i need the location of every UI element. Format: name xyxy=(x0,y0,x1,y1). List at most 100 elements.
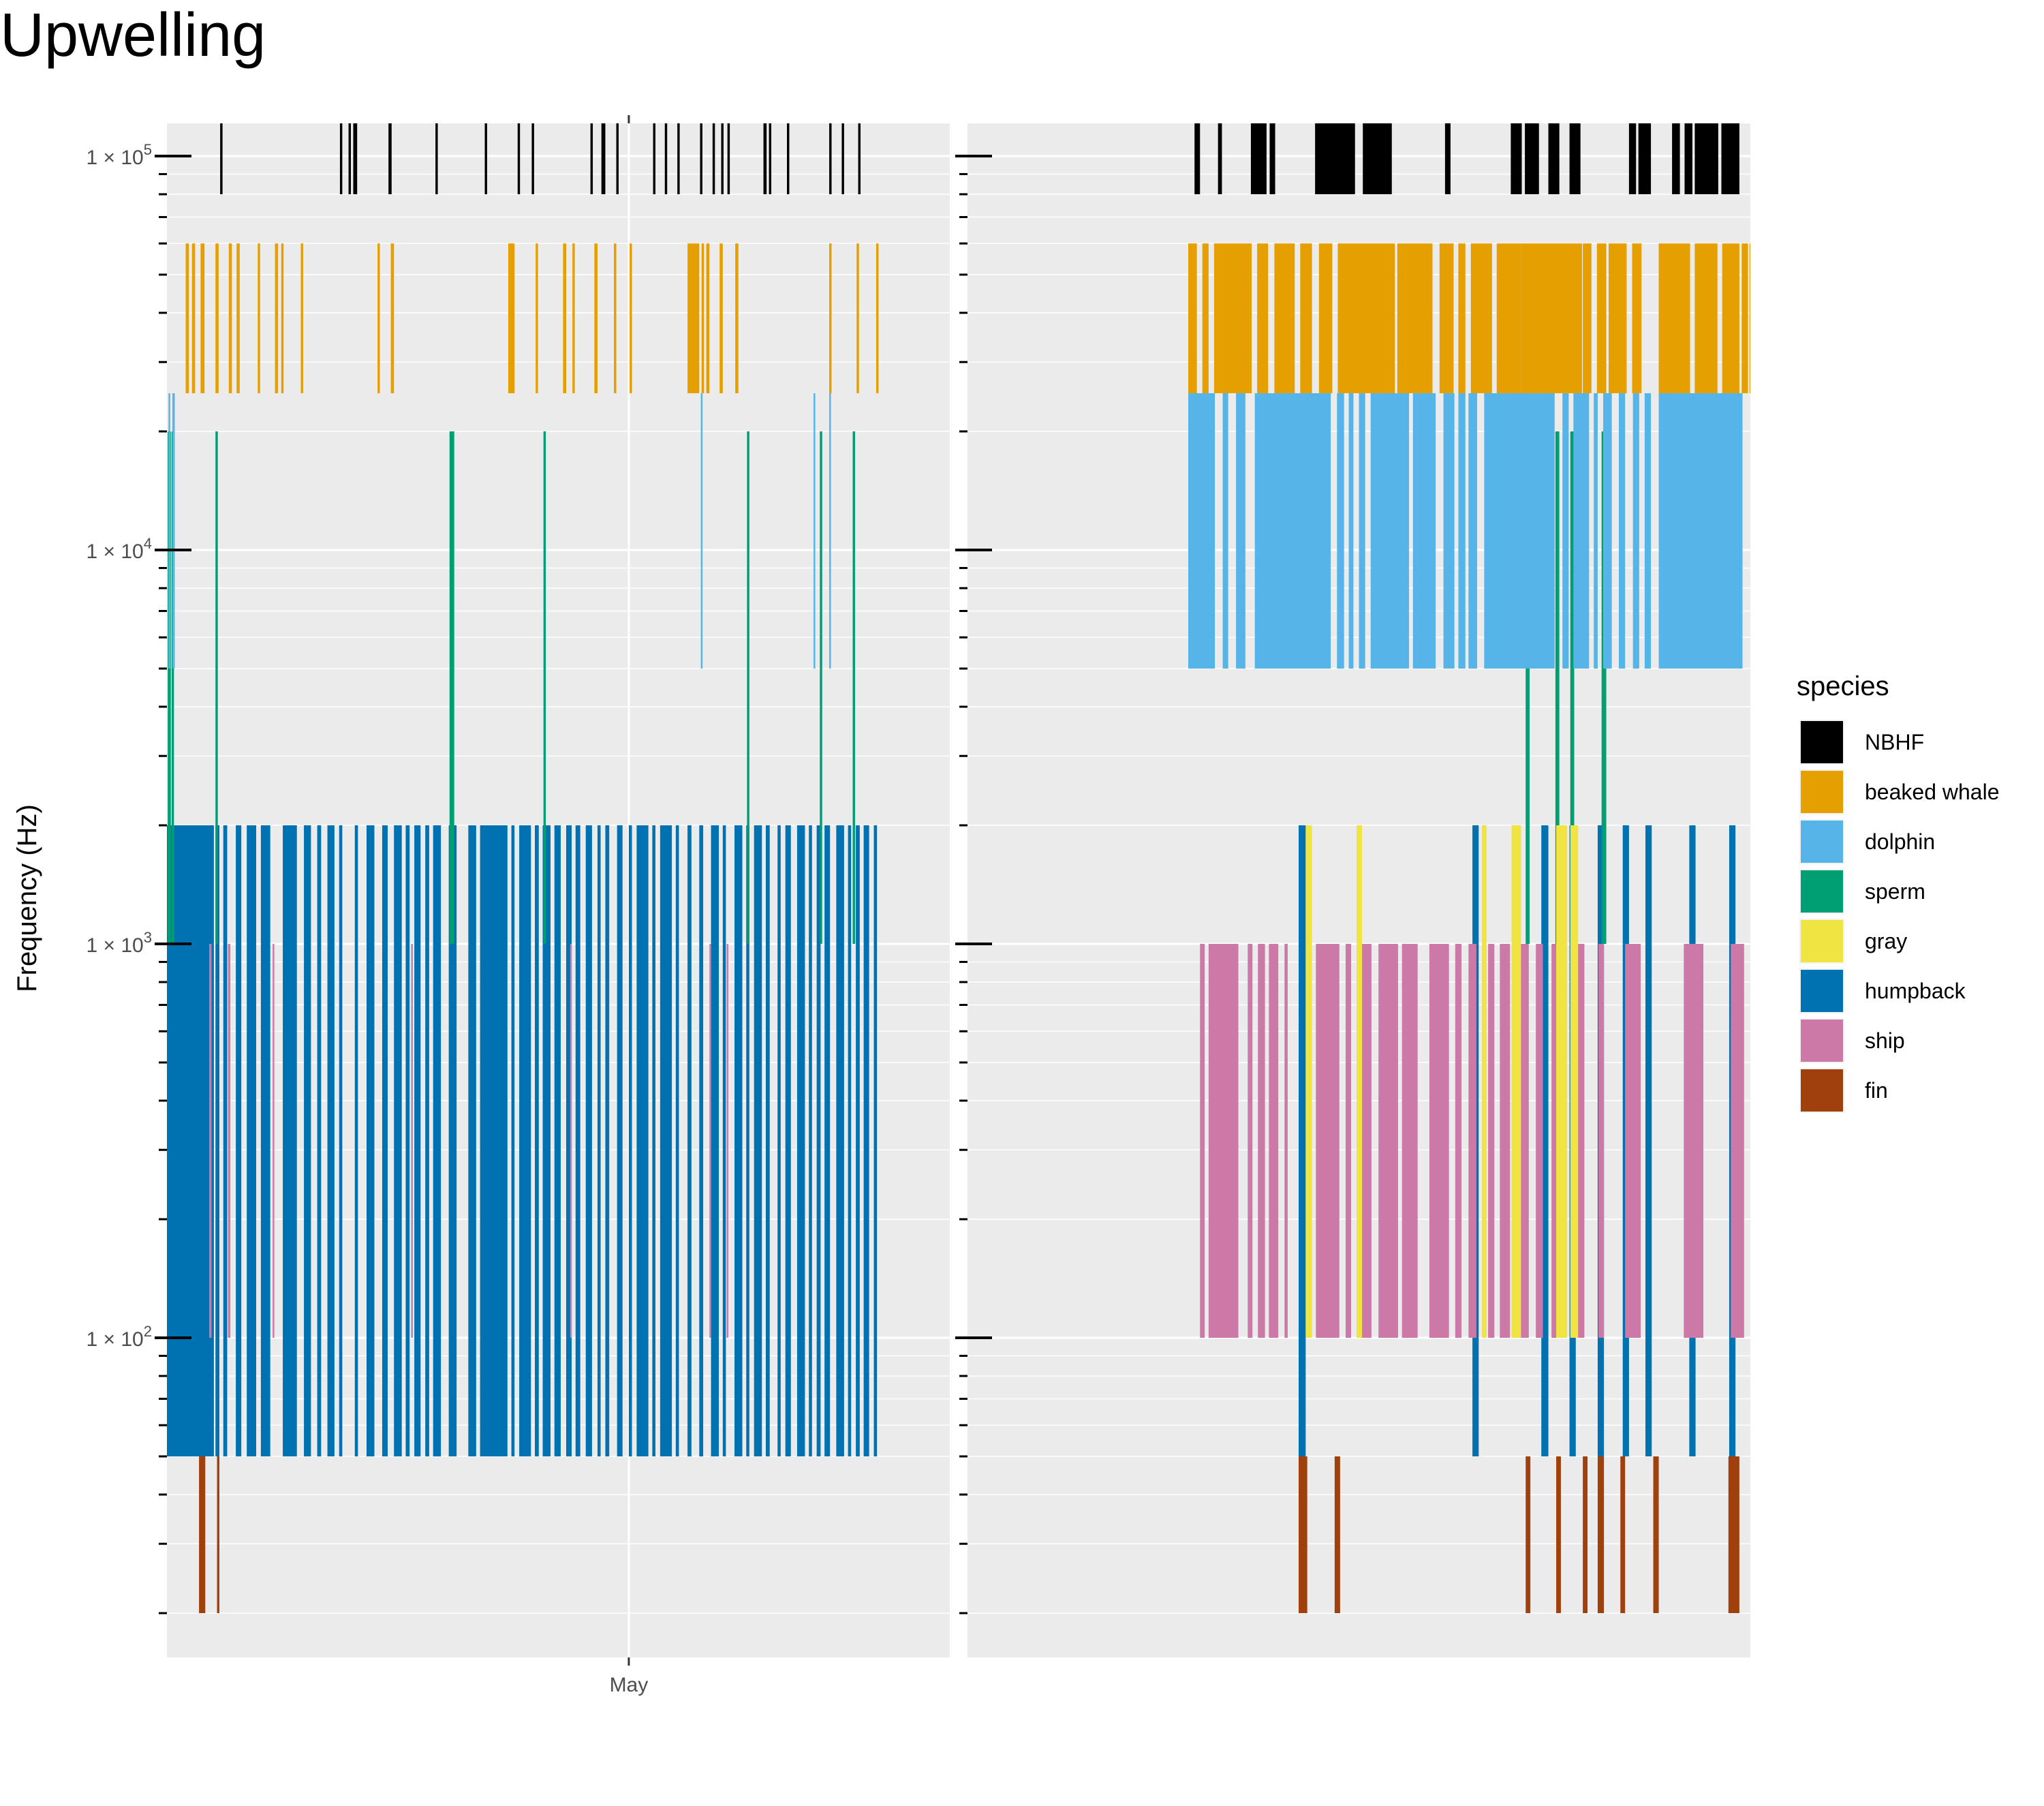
humpback-bar xyxy=(777,825,781,1456)
humpback-bar xyxy=(796,825,805,1456)
humpback-bar xyxy=(856,825,860,1456)
humpback-bar xyxy=(809,825,812,1456)
nbhf-bar xyxy=(727,123,730,195)
ship-bar xyxy=(1361,944,1372,1338)
beaked-whale-bar xyxy=(1397,243,1433,393)
humpback-bar xyxy=(873,825,878,1456)
gray-bar xyxy=(1481,825,1487,1338)
beaked-whale-bar xyxy=(390,243,394,393)
beaked-whale-bar xyxy=(1741,243,1748,393)
ship-bar xyxy=(1500,944,1511,1338)
ship-bar xyxy=(1598,944,1605,1338)
beaked-whale-bar xyxy=(1749,243,1750,393)
ship-bar xyxy=(1345,944,1352,1338)
humpback-bar xyxy=(734,825,743,1456)
beaked-whale-bar xyxy=(630,243,632,393)
nbhf-bar xyxy=(1628,123,1637,195)
fin-bar xyxy=(1556,1456,1561,1614)
dolphin-bar xyxy=(1359,393,1365,669)
fin-bar xyxy=(1653,1456,1659,1614)
beaked-whale-bar xyxy=(1632,243,1642,393)
ship-bar xyxy=(1284,944,1288,1338)
sperm-bar xyxy=(820,431,822,944)
ship-bar xyxy=(411,944,413,1338)
nbhf-bar xyxy=(1511,123,1522,195)
nbhf-bar xyxy=(1444,123,1451,195)
nbhf-bar xyxy=(616,123,619,195)
humpback-bar xyxy=(1645,825,1652,1456)
dolphin-bar xyxy=(1370,393,1410,669)
dolphin-bar xyxy=(1337,393,1344,669)
humpback-bar xyxy=(605,825,610,1456)
humpback-bar xyxy=(247,825,256,1456)
humpback-bar xyxy=(480,825,508,1456)
humpback-bar xyxy=(575,825,580,1456)
legend-swatch-ship xyxy=(1801,1020,1843,1062)
fin-bar xyxy=(1620,1456,1626,1614)
ship-bar xyxy=(1200,944,1205,1338)
beaked-whale-bar xyxy=(1439,243,1454,393)
legend-swatch-fin xyxy=(1801,1069,1843,1112)
nbhf-bar xyxy=(653,123,655,195)
nbhf-bar xyxy=(220,123,223,195)
humpback-bar xyxy=(317,825,322,1456)
ship-bar xyxy=(1208,944,1239,1338)
beaked-whale-bar xyxy=(281,243,284,393)
nbhf-bar xyxy=(1638,123,1652,195)
humpback-bar xyxy=(414,825,421,1456)
beaked-whale-bar xyxy=(1318,243,1333,393)
beaked-whale-bar xyxy=(1694,243,1718,393)
nbhf-bar xyxy=(348,123,352,195)
dolphin-bar xyxy=(1602,393,1612,669)
nbhf-bar xyxy=(1548,123,1560,195)
beaked-whale-bar xyxy=(687,243,700,393)
nbhf-bar xyxy=(484,123,487,195)
beaked-whale-bar xyxy=(536,243,538,393)
beaked-whale-bar xyxy=(228,243,232,393)
humpback-bar xyxy=(863,825,869,1456)
humpback-bar xyxy=(554,825,561,1456)
beaked-whale-bar xyxy=(572,243,575,393)
nbhf-bar xyxy=(700,123,702,195)
legend-label-dolphin: dolphin xyxy=(1865,829,1935,854)
humpback-bar xyxy=(535,825,539,1456)
sperm-bar xyxy=(1601,431,1607,944)
humpback-bar xyxy=(816,825,821,1456)
y-tick-label: 1 × 102 xyxy=(87,1323,153,1351)
humpback-bar xyxy=(167,825,214,1456)
nbhf-bar xyxy=(601,123,606,195)
gray-bar xyxy=(1357,825,1363,1338)
dolphin-bar xyxy=(1443,393,1455,669)
legend-title: species xyxy=(1797,671,1889,701)
humpback-bar xyxy=(223,825,228,1456)
ship-bar xyxy=(1536,944,1543,1338)
dolphin-bar xyxy=(1573,393,1590,669)
chart-title: Upwelling xyxy=(0,1,266,70)
nbhf-bar xyxy=(858,123,861,195)
nbhf-bar xyxy=(1694,123,1718,195)
legend-swatch-beaked-whale xyxy=(1801,771,1843,813)
humpback-bar xyxy=(1299,825,1306,1456)
y-axis-label: Frequency (Hz) xyxy=(12,804,42,992)
beaked-whale-bar xyxy=(1596,243,1607,393)
humpback-bar xyxy=(628,825,632,1456)
humpback-bar xyxy=(687,825,692,1456)
nbhf-bar xyxy=(1250,123,1267,195)
humpback-bar xyxy=(597,825,601,1456)
beaked-whale-bar xyxy=(735,243,739,393)
ship-bar xyxy=(1625,944,1641,1338)
y-tick-label: 1 × 104 xyxy=(87,535,153,563)
nbhf-bar xyxy=(388,123,392,195)
gray-bar xyxy=(1556,825,1568,1338)
humpback-bar xyxy=(636,825,649,1456)
nbhf-bar xyxy=(664,123,668,195)
legend: species NBHF beaked whale dolphin sperm gray h… xyxy=(1797,671,1999,1114)
gray-bar xyxy=(1305,825,1312,1338)
ship-bar xyxy=(273,944,275,1338)
humpback-bar xyxy=(425,825,429,1456)
sperm-bar xyxy=(215,431,218,944)
sperm-bar xyxy=(852,431,855,944)
humpback-bar xyxy=(405,825,410,1456)
dolphin-bar xyxy=(1658,393,1743,669)
nbhf-bar xyxy=(1269,123,1275,195)
